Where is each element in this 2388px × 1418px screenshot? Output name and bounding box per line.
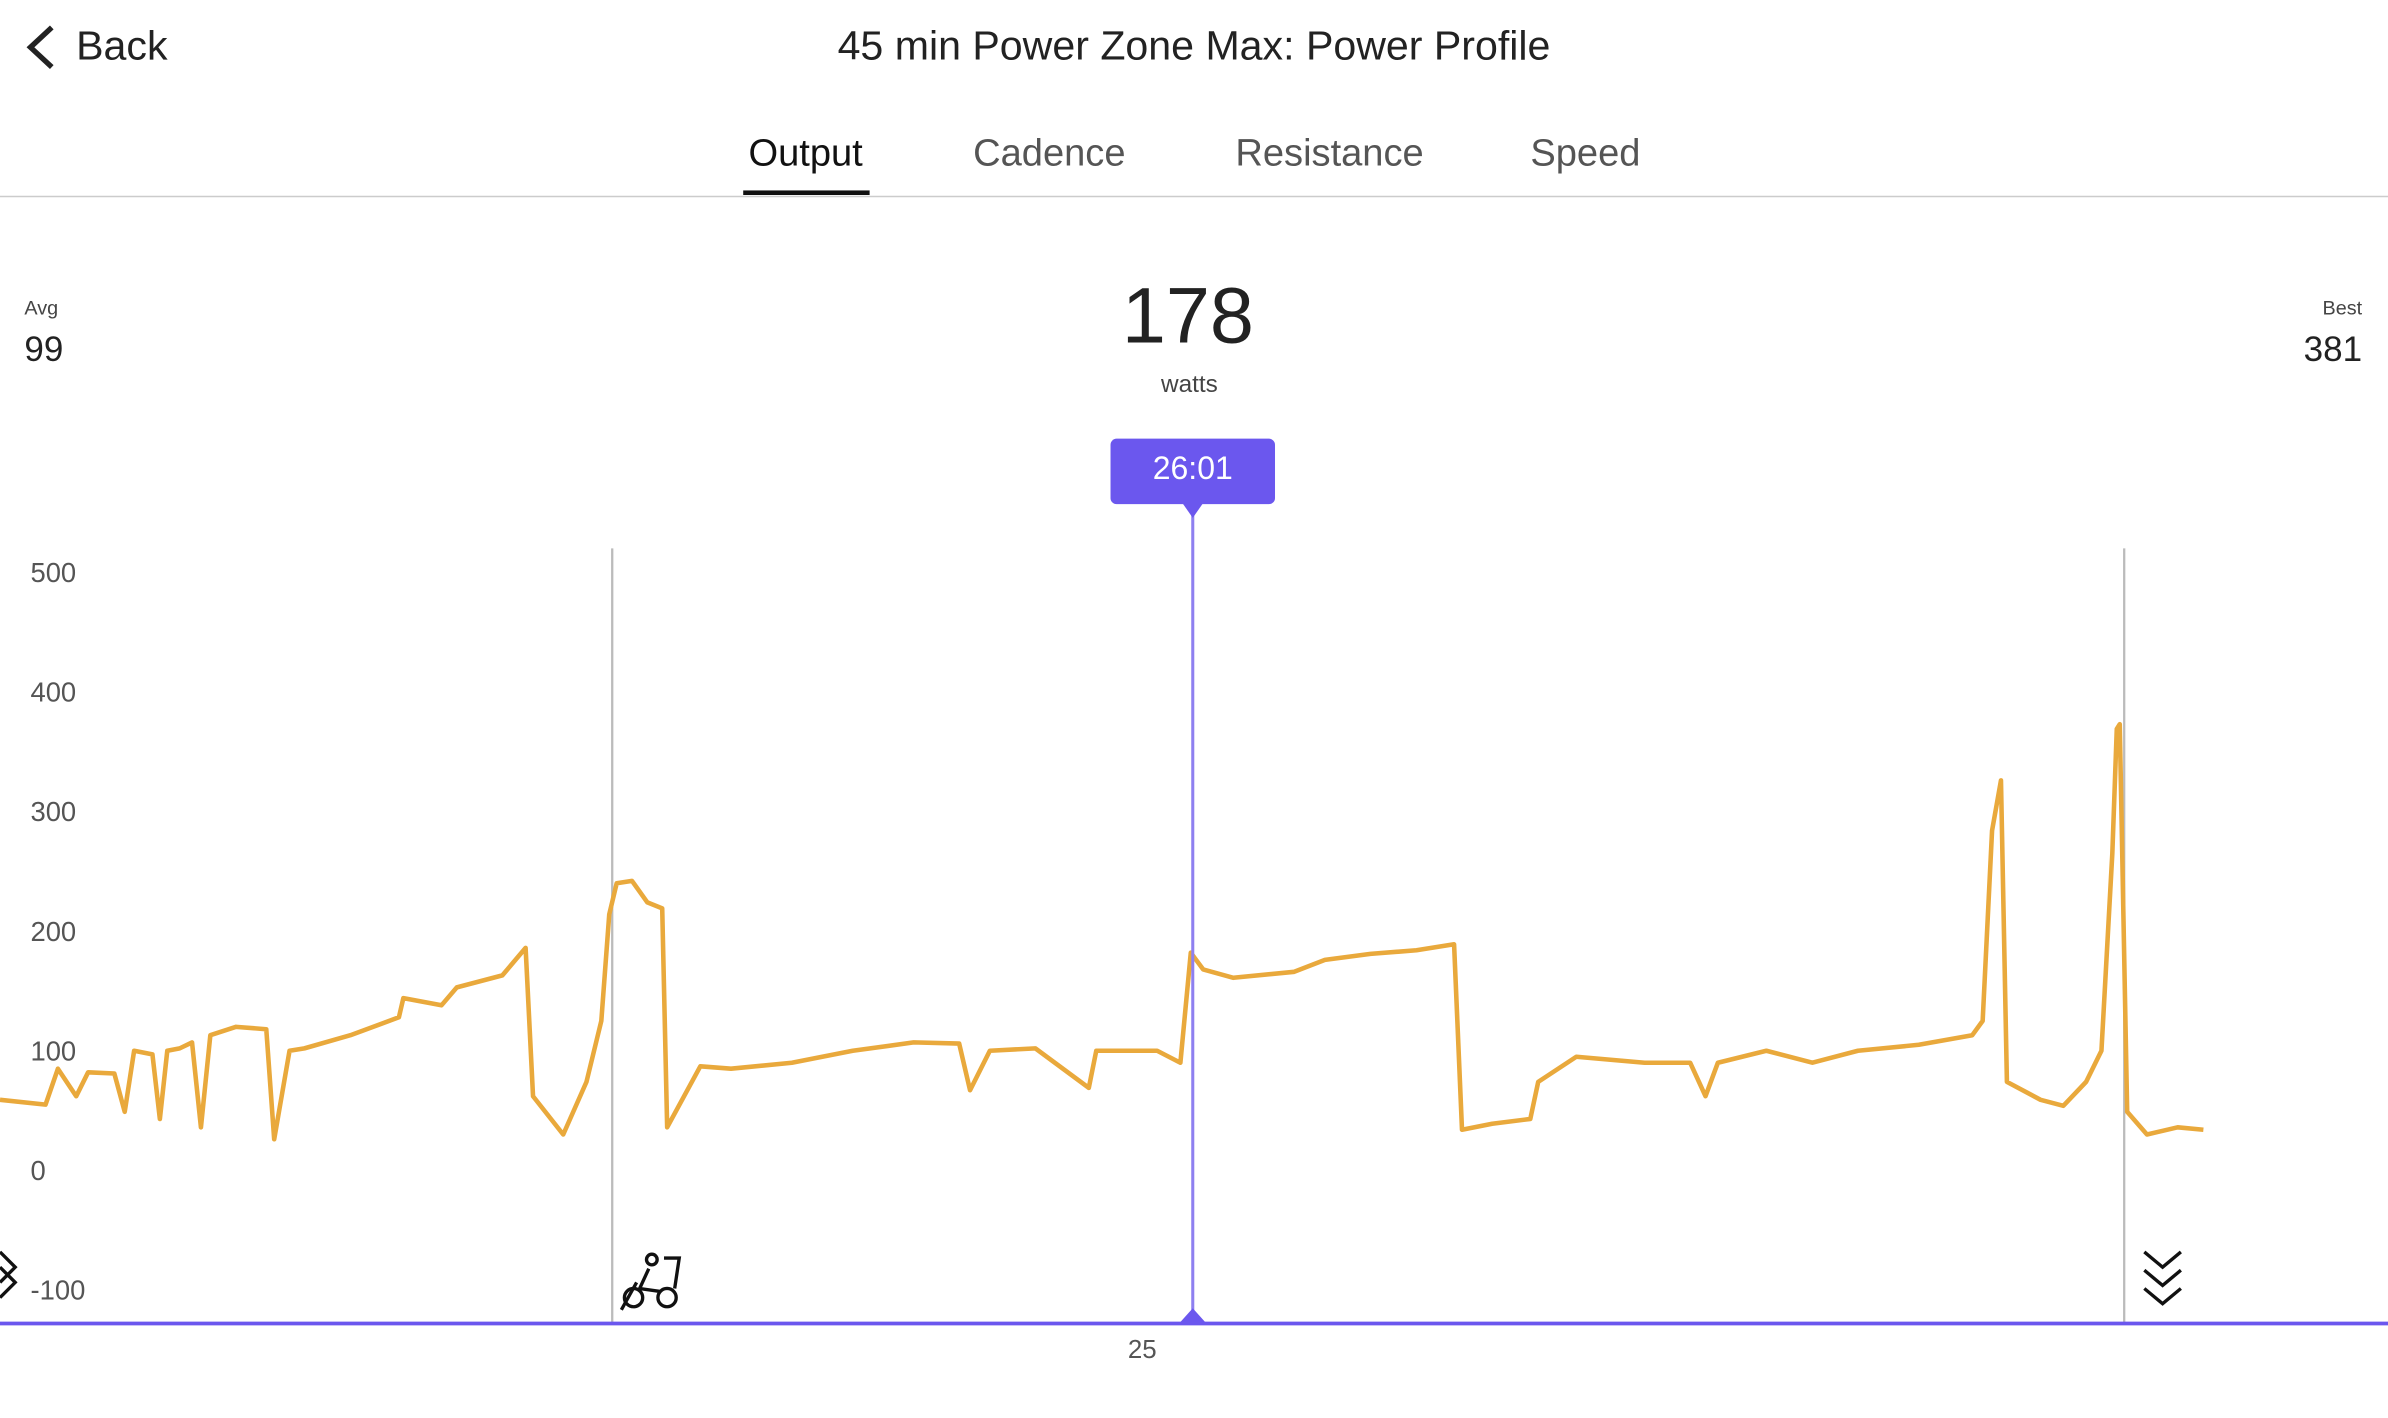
best-label: Best <box>2323 297 2363 319</box>
tab[interactable]: Resistance <box>1235 132 1423 174</box>
avg-value: 99 <box>24 330 63 369</box>
y-tick-label: 100 <box>30 1035 76 1066</box>
y-tick-label: 200 <box>30 916 76 947</box>
tab[interactable]: Cadence <box>973 132 1125 174</box>
tab[interactable]: Output <box>749 132 864 174</box>
cursor-label: 26:01 <box>1153 450 1233 486</box>
section-icons <box>0 1250 2182 1311</box>
back-icon[interactable] <box>26 25 54 70</box>
cursor-badge <box>1110 438 1276 505</box>
back-button[interactable]: Back <box>76 23 168 69</box>
cursor-foot <box>1179 1308 1207 1324</box>
y-tick-label: 400 <box>30 677 76 708</box>
y-tick-label: 500 <box>30 557 76 588</box>
unit: watts <box>1160 371 1218 398</box>
cursor-pointer <box>1182 502 1204 518</box>
tab-underline <box>743 190 870 196</box>
y-tick-label: 0 <box>30 1155 45 1186</box>
y-tick-label: -100 <box>30 1275 85 1306</box>
power-line <box>0 721 2204 1142</box>
avg-label: Avg <box>24 297 58 319</box>
x-tick-label: 25 <box>1128 1336 1157 1364</box>
y-tick-label: 300 <box>30 796 76 827</box>
page-title: 45 min Power Zone Max: Power Profile <box>838 23 1551 69</box>
tab[interactable]: Speed <box>1530 132 1640 174</box>
current-value: 178 <box>1122 270 1254 359</box>
best-value: 381 <box>2304 330 2362 369</box>
